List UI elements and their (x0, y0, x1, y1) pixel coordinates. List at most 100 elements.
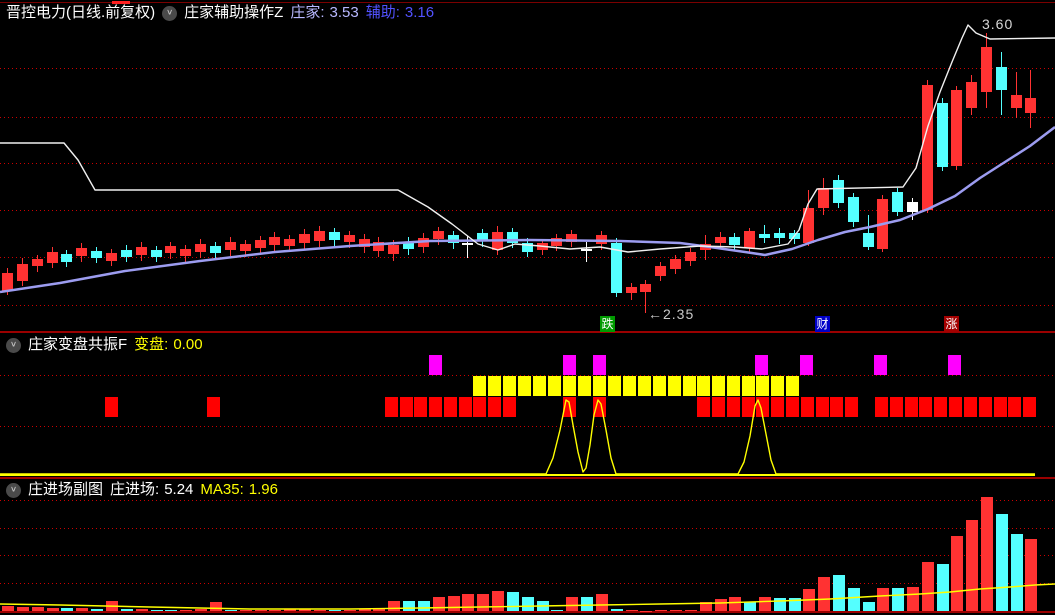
chevron-down-icon[interactable] (162, 5, 178, 21)
histogram-bar (877, 588, 889, 611)
signal-block-red (488, 397, 501, 417)
candle-body (106, 253, 117, 261)
histogram-bar (2, 606, 14, 611)
histogram-bar (418, 601, 430, 611)
candle-body (655, 266, 666, 276)
dotted-gridline (0, 257, 1055, 258)
dotted-gridline (0, 555, 1055, 556)
candle-body (329, 232, 340, 240)
signal-block-yellow (578, 376, 591, 396)
candle-body (892, 192, 903, 212)
signal-block-red (771, 397, 784, 417)
histogram-bar (76, 608, 88, 611)
signal-block-yellow (638, 376, 651, 396)
ma-line-purple (0, 126, 1055, 294)
window-top-border (0, 2, 1055, 3)
histogram-bar (566, 597, 578, 611)
signal-block-yellow (548, 376, 561, 396)
candle-body (388, 245, 399, 254)
ma35-line (0, 583, 1055, 610)
histogram-bar (61, 608, 73, 611)
candle-body (922, 85, 933, 210)
value-label: MA35: (200, 481, 244, 498)
histogram-bar (136, 609, 148, 611)
signal-block-yellow (473, 376, 486, 396)
main-chart-header: 晋控电力(日线.前复权) 庄家辅助操作Z 庄家: 3.53 辅助: 3.16 (6, 4, 434, 22)
signal-block-magenta (800, 355, 813, 375)
candle-wick (467, 236, 468, 258)
signal-block-red (459, 397, 472, 417)
signal-block-red (429, 397, 442, 417)
histogram-bar (655, 610, 667, 611)
signal-block-yellow (712, 376, 725, 396)
candle-body (685, 252, 696, 261)
histogram-bar (373, 609, 385, 611)
signal-block-yellow (697, 376, 710, 396)
candle-body (996, 67, 1007, 90)
candle-body (981, 47, 992, 92)
signal-block-yellow (653, 376, 666, 396)
histogram-bar (700, 602, 712, 611)
candle-body (1025, 98, 1036, 113)
histogram-bar (640, 611, 652, 612)
candle-body (818, 188, 829, 208)
chevron-down-icon[interactable] (6, 482, 21, 498)
histogram-bar (1011, 534, 1023, 611)
histogram-bar (32, 607, 44, 611)
histogram-bar (759, 597, 771, 611)
histogram-bar (17, 607, 29, 611)
histogram-bar (255, 610, 267, 611)
histogram-bar (210, 602, 222, 611)
signal-block-magenta (429, 355, 442, 375)
value-number: 3.16 (404, 4, 435, 21)
value-label: 变盘: (134, 336, 169, 353)
candle-body (744, 231, 755, 248)
histogram-bar (715, 599, 727, 611)
signal-block-red (473, 397, 486, 417)
histogram-bar (314, 610, 326, 611)
candle-body (507, 232, 518, 243)
candle-body (136, 247, 147, 255)
histogram-bar (47, 608, 59, 611)
histogram-bar (907, 587, 919, 611)
histogram-bar (240, 610, 252, 611)
candle-body (581, 249, 592, 251)
candle-body (17, 264, 28, 281)
panel-separator (0, 331, 1055, 333)
entry-panel-header: 庄进场副图 庄进场: 5.24 MA35: 1.96 (6, 481, 278, 499)
candle-body (91, 251, 102, 258)
signal-block-red (712, 397, 725, 417)
candle-body (299, 234, 310, 243)
histogram-bar (329, 610, 341, 611)
candle-body (433, 231, 444, 239)
signal-block-red (949, 397, 962, 417)
candle-wick (645, 280, 646, 313)
histogram-bar (581, 597, 593, 611)
signal-block-red (816, 397, 829, 417)
signal-block-yellow (786, 376, 799, 396)
candle-body (284, 239, 295, 246)
signal-block-yellow (756, 376, 769, 396)
histogram-bar (937, 564, 949, 611)
signal-block-red (400, 397, 413, 417)
histogram-bar (225, 610, 237, 611)
histogram-bar (744, 602, 756, 611)
resonance-panel-header: 庄家变盘共振F 变盘: 0.00 (6, 336, 203, 354)
chevron-down-icon[interactable] (6, 337, 21, 353)
value-number: 5.24 (164, 481, 194, 498)
signal-block-magenta (563, 355, 576, 375)
panel-separator (0, 477, 1055, 479)
value-number: 0.00 (173, 336, 203, 353)
dotted-gridline (0, 163, 1055, 164)
signal-block-yellow (623, 376, 636, 396)
dotted-gridline (0, 375, 1055, 376)
marker-rise-badge: 涨 (944, 316, 959, 332)
resonance-indicator-name: 庄家变盘共振F (28, 336, 128, 353)
candle-body (729, 237, 740, 245)
signal-block-red (697, 397, 710, 417)
histogram-bar (611, 609, 623, 611)
signal-block-yellow (533, 376, 546, 396)
